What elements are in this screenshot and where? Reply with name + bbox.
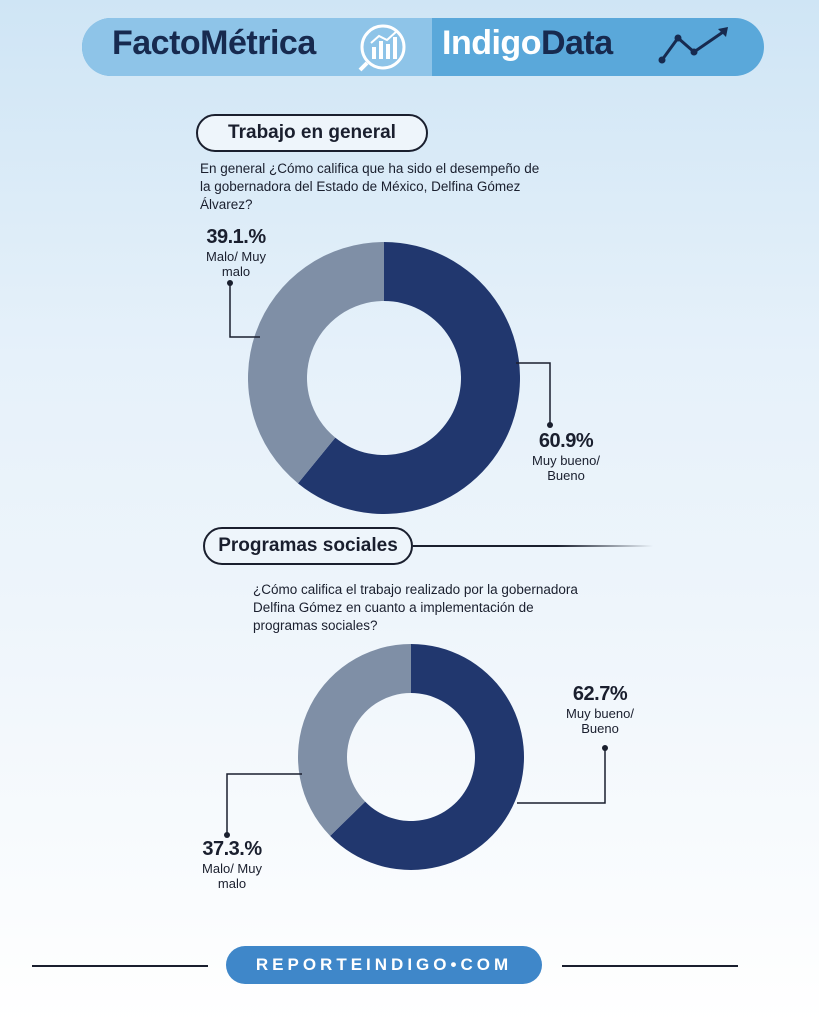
chart1-negative-category: Malo/ Muy malo: [206, 249, 266, 279]
chart1-slice-positive: [297, 242, 520, 514]
footer-line-right: [562, 965, 738, 967]
chart2-negative-category: Malo/ Muy malo: [202, 861, 262, 891]
chart2-negative-value: 37.3.%: [202, 838, 262, 860]
question-programas: ¿Cómo califica el trabajo realizado por …: [253, 582, 578, 633]
footer-line-left: [32, 965, 208, 967]
label-chart2-negative: 37.3.% Malo/ Muy malo: [180, 838, 284, 891]
section-divider-line: [413, 545, 653, 547]
label-chart1-positive: 60.9% Muy bueno/ Bueno: [514, 430, 618, 483]
chart1-negative-value: 39.1.%: [206, 226, 266, 248]
question-trabajo: En general ¿Cómo califica que ha sido el…: [200, 161, 540, 212]
chart2-slice-negative: [297, 644, 411, 836]
chart2-leader-dot-positive: [602, 745, 608, 751]
label-chart1-negative: 39.1.% Malo/ Muy malo: [184, 226, 288, 279]
bar-chart-magnifier-icon: [358, 24, 406, 72]
chart1-leader-dot-positive: [547, 422, 553, 428]
chart1-leader-dot-negative: [227, 280, 233, 286]
chart1-positive-category: Muy bueno/ Bueno: [532, 453, 600, 483]
brand-factometrica: FactoMétrica: [112, 24, 316, 62]
brand-indigodata: IndigoData: [442, 24, 613, 63]
chart2-slice-positive: [330, 644, 524, 870]
chart1-slice-negative: [247, 242, 384, 484]
chart1-leader-line-positive: [516, 362, 551, 425]
brand-indigo: Indigo: [442, 24, 541, 62]
chart2-leader-line-negative: [226, 773, 302, 835]
chart2-positive-value: 62.7%: [572, 683, 628, 705]
chart2-leader-line-positive: [517, 748, 606, 804]
label-chart2-positive: 62.7% Muy bueno/ Bueno: [548, 683, 652, 736]
chart2-positive-category: Muy bueno/ Bueno: [566, 706, 634, 736]
footer-site-link[interactable]: REPORTEINDIGO•COM: [226, 946, 542, 984]
chart2-leader-dot-negative: [224, 832, 230, 838]
chart1-positive-value: 60.9%: [538, 430, 594, 452]
brand-data: Data: [540, 24, 613, 62]
section-title-trabajo: Trabajo en general: [196, 114, 428, 152]
trend-up-arrow-icon: [658, 27, 728, 64]
chart1-leader-line-negative: [229, 283, 260, 338]
section-title-programas: Programas sociales: [203, 527, 413, 565]
